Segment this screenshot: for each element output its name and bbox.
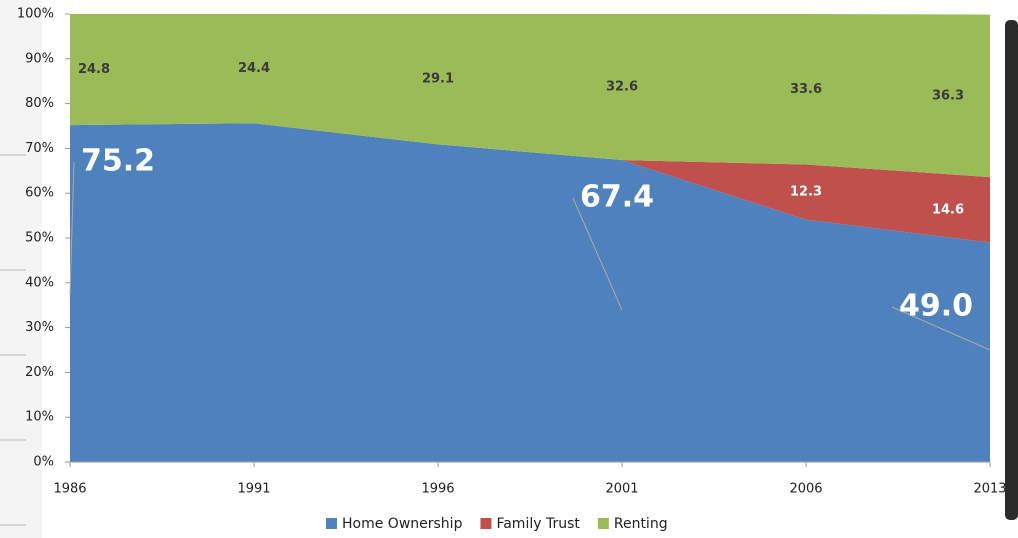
x-tick-label: 1986 — [53, 482, 86, 497]
data-label: 32.6 — [606, 80, 638, 95]
y-tick-label: 20% — [25, 365, 54, 380]
x-tick-label: 1996 — [421, 482, 454, 497]
y-tick-label: 30% — [25, 320, 54, 335]
side-panel — [0, 0, 42, 538]
y-tick-label: 40% — [25, 275, 54, 290]
data-label: 14.6 — [932, 202, 964, 217]
data-label: 29.1 — [422, 72, 454, 87]
right-panel — [1005, 20, 1018, 520]
y-tick-label: 80% — [25, 96, 54, 111]
x-tick-label: 2006 — [789, 482, 822, 497]
y-tick-label: 10% — [25, 410, 54, 425]
y-tick-label: 100% — [17, 7, 54, 22]
legend-label: Home Ownership — [342, 516, 463, 532]
x-tick-label: 2013 — [973, 482, 1006, 497]
legend-label: Family Trust — [496, 516, 580, 532]
legend-swatch — [597, 518, 609, 529]
y-tick-label: 70% — [25, 141, 54, 156]
x-tick-label: 2001 — [605, 482, 638, 497]
area — [70, 123, 990, 243]
leader-line — [572, 197, 623, 311]
legend-swatch — [326, 518, 337, 529]
x-tick-label: 1991 — [237, 482, 270, 497]
y-tick-label: 90% — [25, 51, 54, 66]
data-label: 75.2 — [81, 144, 155, 179]
legend-swatch — [480, 518, 492, 529]
leader-line — [69, 161, 75, 296]
y-tick-label: 0% — [33, 455, 54, 470]
data-label: 33.6 — [790, 82, 822, 97]
data-label: 12.3 — [790, 185, 822, 200]
data-label: 24.8 — [78, 62, 110, 77]
area — [70, 123, 990, 462]
y-tick-label: 50% — [25, 231, 54, 246]
area — [70, 14, 990, 178]
y-tick-label: 60% — [25, 186, 54, 201]
data-label: 36.3 — [932, 88, 964, 103]
data-label: 24.4 — [238, 61, 270, 76]
data-label: 49.0 — [899, 289, 973, 324]
leader-line — [891, 306, 991, 351]
legend-label: Renting — [614, 516, 668, 532]
data-label: 67.4 — [580, 180, 654, 215]
